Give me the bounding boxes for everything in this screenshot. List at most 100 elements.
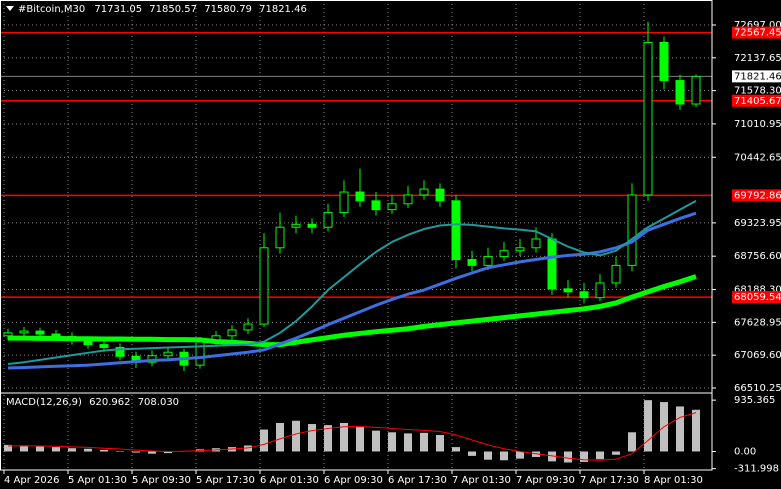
close-value: 71821.46	[259, 4, 307, 15]
x-tick-label: 7 Apr 17:30	[580, 475, 639, 486]
x-tick-label: 5 Apr 01:30	[68, 475, 127, 486]
candle-body	[99, 344, 109, 349]
level-label: 71405.67	[734, 96, 781, 107]
y-tick-label: 72697.00	[734, 20, 781, 31]
y-tick-label: 71010.95	[734, 119, 781, 130]
symbol: #Bitcoin,M30	[18, 4, 85, 15]
candle-body	[563, 288, 573, 293]
macd-bar	[52, 447, 60, 452]
macd-bar	[132, 451, 140, 453]
macd-bar	[260, 429, 268, 452]
macd-bar	[548, 451, 556, 462]
macd-bar	[596, 451, 604, 460]
macd-bar	[4, 444, 12, 452]
macd-bar	[452, 447, 460, 452]
low-value: 71580.79	[204, 4, 252, 15]
candle-body	[595, 282, 605, 299]
macd-header: MACD(12,26,9) 620.962 708.030	[6, 397, 179, 408]
candle-body	[435, 188, 445, 202]
x-tick-label: 6 Apr 17:30	[388, 475, 447, 486]
candle-body	[323, 212, 333, 228]
level-tag	[732, 26, 781, 39]
macd-bar	[500, 451, 508, 461]
candle-body	[403, 194, 413, 205]
macd-bar	[516, 451, 524, 459]
y-tick-label: 71578.30	[734, 86, 781, 97]
candle-body	[163, 351, 173, 357]
x-tick-label: 5 Apr 09:30	[132, 475, 191, 486]
candle-body	[483, 256, 493, 266]
candle-body	[611, 264, 621, 284]
current-price-label: 71821.46	[734, 71, 781, 82]
open-value: 71731.05	[94, 4, 142, 15]
macd-bar	[644, 400, 652, 452]
macd-bar	[532, 451, 540, 457]
macd-bar	[628, 432, 636, 452]
macd-bar	[468, 451, 476, 456]
candle-body	[691, 75, 701, 105]
macd-bar	[148, 451, 156, 454]
candle-body	[35, 330, 45, 335]
candle-body	[547, 238, 557, 290]
candle-body	[579, 291, 589, 299]
y-tick-label: 70442.65	[734, 152, 781, 163]
candle-body	[675, 80, 685, 105]
candle-body	[291, 223, 301, 228]
level-tag	[732, 94, 781, 107]
x-tick-label: 6 Apr 09:30	[324, 475, 383, 486]
candle-body	[371, 200, 381, 211]
candle-body	[531, 238, 541, 249]
macd-bar	[244, 445, 252, 452]
candle-body	[515, 247, 525, 252]
macd-value: 620.962	[89, 397, 130, 408]
macd-bar	[68, 448, 76, 452]
candle-body	[259, 247, 269, 325]
macd-bar	[324, 425, 332, 452]
macd-bar	[692, 409, 700, 452]
macd-y-tick-label: -311.998	[734, 464, 779, 475]
candle-body	[467, 259, 477, 266]
macd-bar	[20, 445, 28, 452]
candle-body	[659, 41, 669, 82]
candle-body	[243, 323, 253, 331]
candle-body	[19, 330, 29, 334]
macd-bar	[676, 406, 684, 452]
y-tick-label: 66510.25	[734, 383, 781, 394]
y-tick-label: 69323.95	[734, 218, 781, 229]
macd-bar	[276, 422, 284, 452]
macd-signal	[7, 412, 697, 461]
macd-label: MACD(12,26,9)	[6, 397, 82, 408]
y-tick-label: 67069.60	[734, 350, 781, 361]
macd-bar	[84, 448, 92, 452]
macd-bar	[100, 449, 108, 452]
y-tick-label: 68756.60	[734, 251, 781, 262]
candle-body	[307, 223, 317, 228]
macd-bar	[340, 422, 348, 452]
candle-body	[3, 332, 13, 337]
chart-header: #Bitcoin,M30 71731.05 71850.57 71580.79 …	[18, 4, 307, 15]
macd-bar	[372, 430, 380, 452]
y-tick-label: 67628.95	[734, 317, 781, 328]
signal-value: 708.030	[138, 397, 179, 408]
menu-arrow[interactable]	[6, 6, 14, 11]
macd-bar	[580, 451, 588, 462]
candle-body	[227, 329, 237, 337]
x-tick-label: 6 Apr 01:30	[260, 475, 319, 486]
level-label: 69792.86	[734, 190, 781, 201]
macd-bar	[356, 426, 364, 452]
macd-bar	[308, 424, 316, 452]
candle-body	[643, 41, 653, 196]
candle-body	[627, 194, 637, 266]
x-tick-label: 7 Apr 01:30	[452, 475, 511, 486]
y-tick-label: 72137.65	[734, 53, 781, 64]
macd-bar	[164, 451, 172, 454]
macd-bar	[484, 451, 492, 460]
macd-y-tick-label: 935.365	[734, 395, 775, 406]
moving-average	[8, 274, 697, 348]
macd-bar	[436, 435, 444, 452]
x-tick-label: 4 Apr 2026	[4, 475, 59, 486]
macd-bar	[116, 450, 124, 452]
y-tick-label: 68188.30	[734, 285, 781, 296]
x-tick-label: 5 Apr 17:30	[196, 475, 255, 486]
